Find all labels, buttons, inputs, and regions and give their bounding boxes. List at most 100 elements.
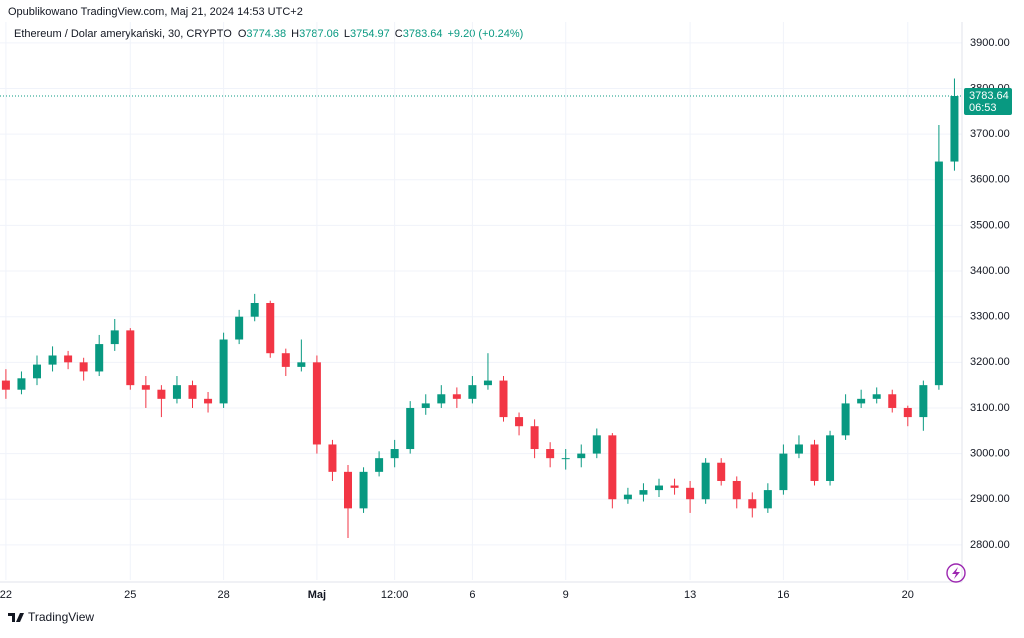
- candle-body: [468, 385, 477, 399]
- x-tick-label: 25: [124, 589, 136, 601]
- candle-body: [110, 330, 119, 345]
- legend-value: C: [395, 28, 403, 40]
- candle-body: [126, 330, 135, 386]
- y-tick-label: 3200.00: [970, 356, 1010, 368]
- candle-body: [810, 444, 819, 481]
- candle-body: [872, 394, 881, 399]
- candle-body: [452, 394, 461, 399]
- price-label-box: [964, 87, 1012, 115]
- x-tick-label: 28: [217, 589, 229, 601]
- candle-body: [204, 398, 213, 404]
- legend-value: H: [291, 28, 299, 40]
- y-tick-label: 3700.00: [970, 128, 1010, 140]
- candle-body: [344, 471, 352, 509]
- x-tick-label: 16: [777, 589, 789, 601]
- legend-value: 3774.38: [246, 28, 286, 40]
- candle-body: [655, 485, 663, 491]
- candle-body: [235, 316, 244, 340]
- candle-body: [157, 389, 166, 399]
- candle-body: [577, 453, 586, 459]
- candle-body: [608, 435, 617, 500]
- legend-value: 3754.97: [350, 28, 390, 40]
- x-tick-label: 22: [0, 589, 12, 601]
- icon-ring: [946, 563, 966, 583]
- candle-body: [328, 444, 337, 472]
- brand: TradingView: [28, 610, 94, 624]
- candle-body: [717, 462, 726, 481]
- x-tick-label: 6: [469, 589, 475, 601]
- candle-body: [919, 385, 928, 418]
- candle-body: [794, 444, 803, 454]
- candle-body: [375, 458, 384, 472]
- x-tick-label: 12:00: [381, 589, 409, 601]
- icon-bolt: [952, 567, 960, 579]
- candle-body: [95, 344, 104, 372]
- y-tick-label: 3500.00: [970, 219, 1010, 231]
- candle-body: [79, 362, 88, 372]
- candle-body: [281, 353, 290, 367]
- y-tick-label: 2800.00: [970, 539, 1010, 551]
- candle-body: [390, 449, 399, 459]
- candle-body: [266, 303, 275, 354]
- legend-value: L: [344, 28, 350, 40]
- candle-body: [686, 487, 695, 500]
- candle-body: [219, 339, 228, 404]
- candle-body: [670, 485, 679, 488]
- candle-body: [546, 449, 555, 459]
- legend-value: +9.20 (+0.24%): [448, 28, 524, 40]
- candle-body: [763, 490, 772, 509]
- candle-body: [406, 407, 415, 450]
- candle-body: [1, 380, 10, 390]
- candle-body: [934, 161, 943, 386]
- candle-body: [17, 378, 26, 390]
- candle-body: [297, 362, 306, 367]
- y-tick-label: 3600.00: [970, 174, 1010, 186]
- candle-body: [515, 417, 524, 427]
- candle-body: [903, 407, 912, 418]
- legend-value: 3783.64: [403, 28, 443, 40]
- legend: Ethereum / Dolar amerykański, 30, CRYPTO…: [14, 28, 523, 40]
- candle-body: [732, 480, 741, 500]
- candle-body: [841, 403, 850, 436]
- x-tick-label: Maj: [308, 589, 326, 601]
- logo: TradingView: [8, 610, 94, 624]
- legend-value: 3787.06: [299, 28, 339, 40]
- candle-body: [312, 362, 321, 445]
- candle-body: [530, 426, 539, 450]
- candle-body: [141, 385, 150, 390]
- published: Opublikowano TradingView.com, Maj 21, 20…: [8, 6, 303, 18]
- candle-body: [48, 355, 57, 365]
- y-tick-label: 3300.00: [970, 311, 1010, 323]
- candle-body: [64, 355, 73, 363]
- candle-body: [561, 458, 570, 460]
- price-label: 3783.64: [969, 90, 1009, 102]
- candle-body: [33, 364, 41, 379]
- candle-body: [421, 403, 430, 408]
- candle-body: [592, 435, 601, 454]
- y-tick-label: 3100.00: [970, 402, 1010, 414]
- candle-body: [623, 494, 632, 500]
- y-tick-label: 2900.00: [970, 493, 1010, 505]
- countdown: 06:53: [969, 102, 997, 114]
- x-tick-label: 20: [902, 589, 914, 601]
- candle-body: [483, 380, 492, 386]
- candle-body: [250, 303, 259, 317]
- candle-body: [499, 380, 508, 418]
- candle-body: [701, 462, 710, 500]
- candle-body: [857, 398, 866, 404]
- candle-body: [437, 394, 446, 404]
- y-tick-label: 3000.00: [970, 448, 1010, 460]
- x-tick-label: 9: [563, 589, 569, 601]
- candle-body: [748, 499, 757, 509]
- candle-body: [826, 435, 835, 481]
- candle-body: [639, 490, 648, 495]
- candle-body: [888, 394, 897, 408]
- candle-body: [172, 385, 181, 399]
- candle-body: [359, 471, 368, 509]
- candle-body: [188, 385, 197, 399]
- lightning-icon[interactable]: [946, 563, 966, 583]
- plot: [0, 22, 962, 580]
- candle-body: [950, 95, 959, 162]
